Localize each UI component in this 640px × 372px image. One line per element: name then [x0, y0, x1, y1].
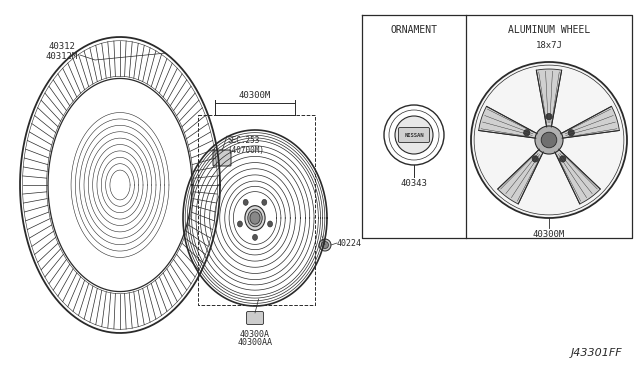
Circle shape: [559, 156, 566, 162]
Ellipse shape: [245, 206, 265, 230]
Text: 40224: 40224: [337, 238, 362, 247]
Circle shape: [321, 241, 328, 248]
Circle shape: [535, 126, 563, 154]
Text: SEC.253
(40700M): SEC.253 (40700M): [227, 136, 264, 155]
Text: 40312
40312M: 40312 40312M: [46, 42, 78, 61]
Ellipse shape: [268, 221, 273, 227]
Polygon shape: [555, 149, 600, 204]
Polygon shape: [561, 106, 620, 138]
Text: ALUMINUM WHEEL: ALUMINUM WHEEL: [508, 25, 590, 35]
Ellipse shape: [253, 234, 257, 240]
Polygon shape: [536, 69, 562, 127]
FancyBboxPatch shape: [399, 128, 429, 142]
Circle shape: [568, 130, 574, 136]
Text: 40300M: 40300M: [533, 230, 565, 239]
Circle shape: [532, 156, 538, 162]
Text: J43301FF: J43301FF: [570, 348, 622, 358]
Circle shape: [546, 113, 552, 120]
Ellipse shape: [243, 199, 248, 205]
Polygon shape: [479, 106, 538, 138]
Text: ORNAMENT: ORNAMENT: [390, 25, 438, 35]
Text: 40300AA: 40300AA: [237, 338, 273, 347]
Text: 18x7J: 18x7J: [536, 41, 563, 50]
Circle shape: [395, 116, 433, 154]
FancyBboxPatch shape: [246, 311, 264, 324]
Ellipse shape: [237, 221, 243, 227]
Circle shape: [471, 62, 627, 218]
Circle shape: [541, 132, 557, 148]
Text: 40300M: 40300M: [239, 91, 271, 100]
Text: 40300A: 40300A: [240, 330, 270, 339]
Polygon shape: [498, 149, 543, 204]
Text: NISSAN: NISSAN: [404, 132, 424, 138]
Ellipse shape: [248, 209, 262, 227]
FancyBboxPatch shape: [213, 150, 231, 166]
Ellipse shape: [250, 212, 260, 224]
Circle shape: [524, 130, 530, 136]
Ellipse shape: [262, 199, 267, 205]
Text: 40343: 40343: [401, 179, 428, 188]
Circle shape: [319, 239, 331, 251]
